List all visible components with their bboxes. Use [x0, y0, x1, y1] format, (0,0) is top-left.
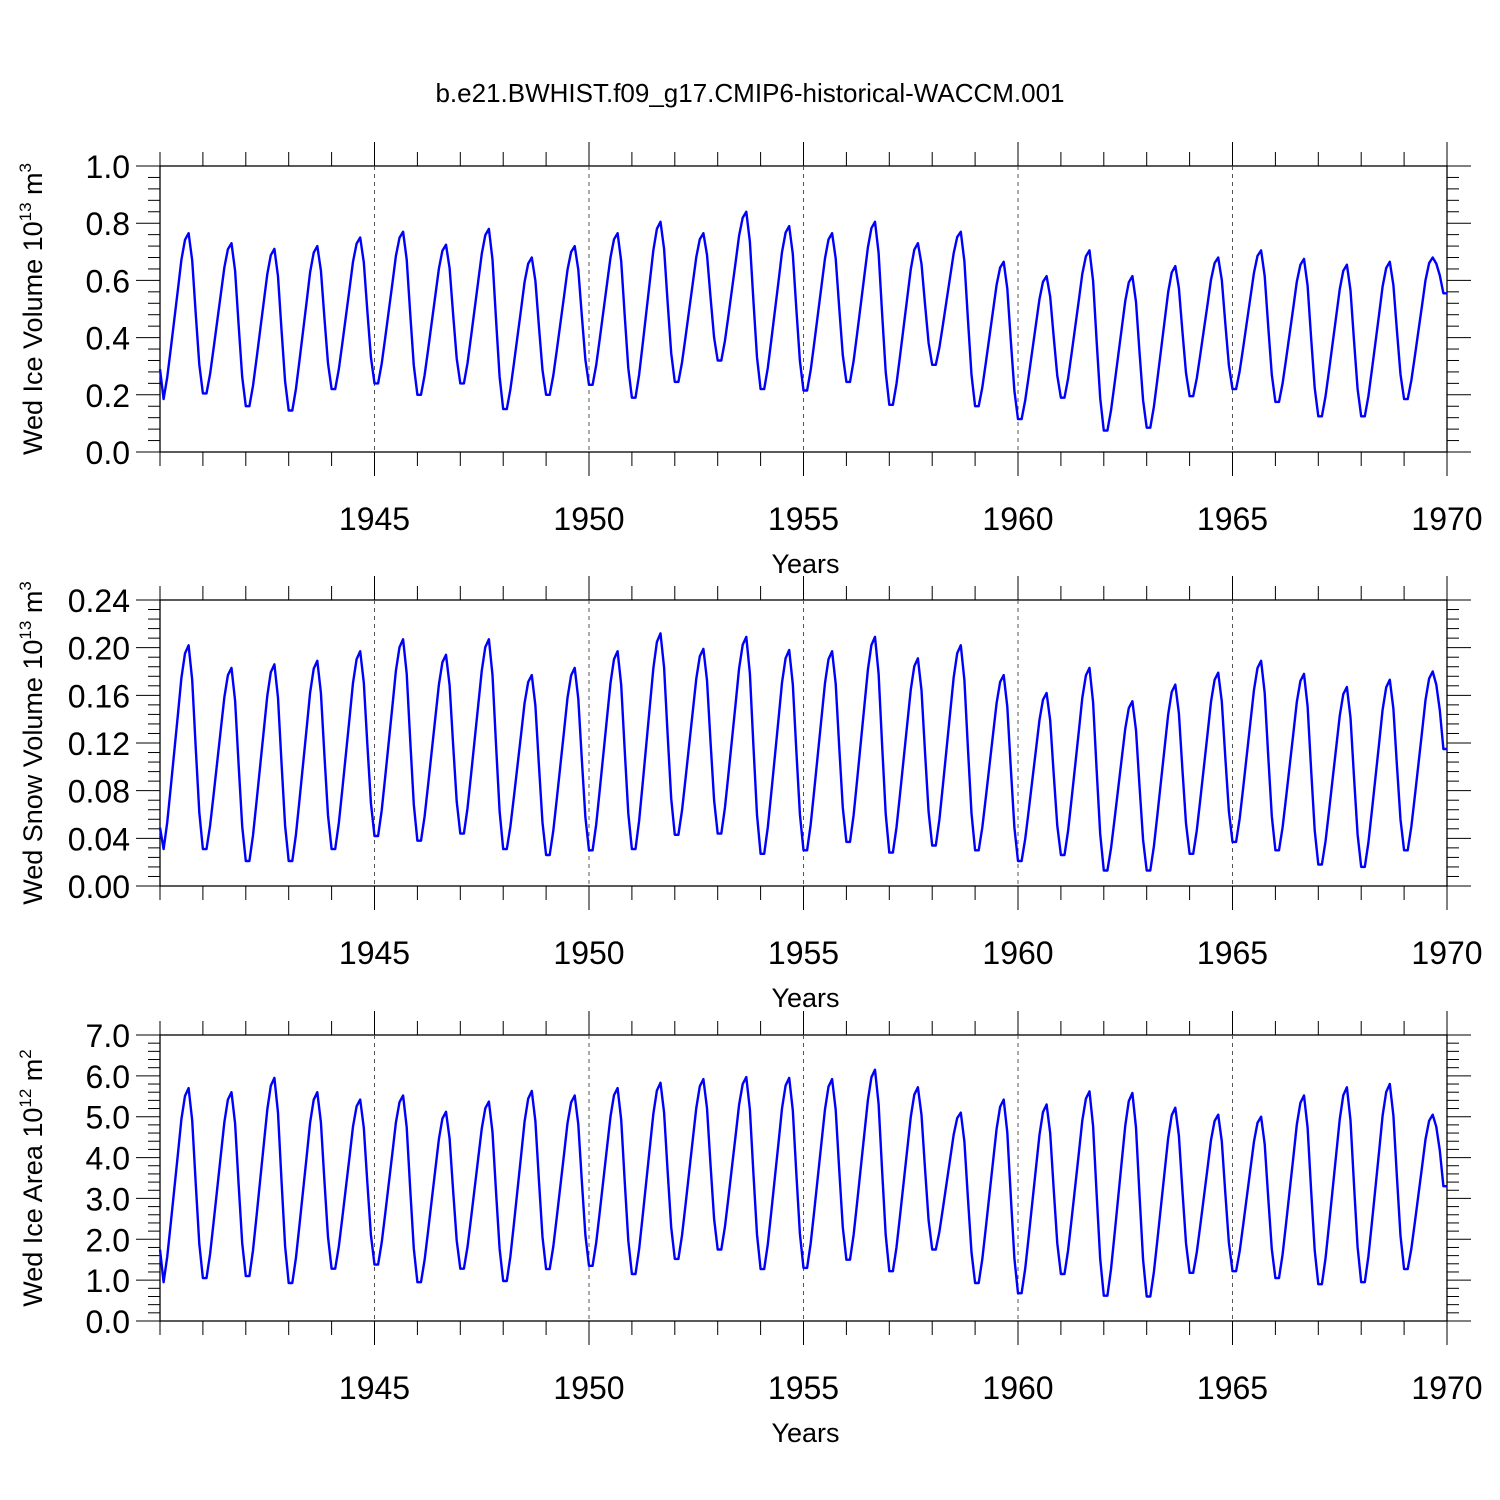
y-axis-label-unit-exponent: 2: [16, 1049, 35, 1058]
x-tick-label: 1960: [982, 935, 1053, 971]
chart-panels: 0.0 0.2 0.4 0.6 0.8 1.0 1945 1950 1955 1960 1965 19…: [16, 142, 1483, 1448]
y-tick-label: 0.0: [86, 435, 130, 471]
x-tick-label: 1960: [982, 1370, 1053, 1406]
y-tick-label: 3.0: [86, 1181, 130, 1217]
y-tick-label: 0.12: [68, 726, 130, 762]
y-tick-label: 0.00: [68, 869, 130, 905]
y-tick-label: 0.6: [86, 263, 130, 299]
y-axis-label-unit: m: [18, 1059, 48, 1089]
y-tick-label: 2.0: [86, 1222, 130, 1258]
series-line-ice-area: [158, 1068, 1447, 1298]
x-tick-label: 1965: [1197, 501, 1268, 537]
y-tick-label: 7.0: [86, 1018, 130, 1054]
x-axis-label: Years: [771, 1418, 839, 1448]
y-tick-label: 6.0: [86, 1059, 130, 1095]
y-axis-label-unit: m: [18, 172, 48, 202]
x-tick-label: 1950: [553, 501, 624, 537]
y-tick-label: 5.0: [86, 1100, 130, 1136]
x-tick-label: 1945: [339, 935, 410, 971]
x-tick-label: 1945: [339, 501, 410, 537]
y-axis-label-text: Wed Ice Volume 10: [18, 221, 48, 455]
series-line-snow-volume: [158, 632, 1447, 872]
x-tick-label: 1955: [768, 935, 839, 971]
y-tick-label: 0.4: [86, 321, 130, 357]
y-tick-label: 0.24: [68, 583, 130, 619]
y-tick-label: 1.0: [86, 149, 130, 185]
chart-panel-ice-area: 0.0 1.0 2.0 3.0 4.0 5.0 6.0 7.0 1945 1950 1955 1960…: [16, 1011, 1483, 1448]
chart-panel-snow-volume: 0.00 0.04 0.08 0.12 0.16 0.20 0.24 1945 1950 1955…: [16, 576, 1483, 1013]
x-tick-label: 1955: [768, 501, 839, 537]
y-axis-label-exponent: 13: [16, 621, 35, 640]
series-line-ice-volume: [158, 210, 1447, 432]
y-tick-label: 0.20: [68, 631, 130, 667]
y-tick-label: 0.16: [68, 678, 130, 714]
y-axis-label: Wed Snow Volume 1013 m3: [16, 581, 48, 905]
y-axis-label-unit-exponent: 3: [16, 163, 35, 172]
y-axis-label-text: Wed Ice Area 10: [18, 1108, 48, 1307]
y-axis-label-unit-exponent: 3: [16, 581, 35, 590]
y-tick-label: 0.8: [86, 206, 130, 242]
x-axis-label: Years: [771, 983, 839, 1013]
y-axis-label-exponent: 13: [16, 202, 35, 221]
x-tick-label: 1960: [982, 501, 1053, 537]
y-axis-label: Wed Ice Volume 1013 m3: [16, 163, 48, 455]
y-tick-label: 0.2: [86, 378, 130, 414]
y-tick-label: 1.0: [86, 1263, 130, 1299]
x-tick-label: 1950: [553, 1370, 624, 1406]
y-tick-label: 0.08: [68, 774, 130, 810]
x-tick-label: 1965: [1197, 1370, 1268, 1406]
x-tick-label: 1955: [768, 1370, 839, 1406]
x-tick-label: 1965: [1197, 935, 1268, 971]
x-tick-label: 1970: [1411, 1370, 1482, 1406]
y-axis-label-exponent: 12: [16, 1089, 35, 1108]
x-tick-label: 1945: [339, 1370, 410, 1406]
chart-panel-ice-volume: 0.0 0.2 0.4 0.6 0.8 1.0 1945 1950 1955 1960 1965 19…: [16, 142, 1483, 579]
y-axis-label-text: Wed Snow Volume 10: [18, 640, 48, 905]
x-axis-label: Years: [771, 549, 839, 579]
y-axis-label: Wed Ice Area 1012 m2: [16, 1049, 48, 1307]
x-tick-label: 1950: [553, 935, 624, 971]
y-tick-label: 4.0: [86, 1141, 130, 1177]
y-axis-label-unit: m: [18, 591, 48, 621]
x-tick-label: 1970: [1411, 935, 1482, 971]
y-tick-label: 0.04: [68, 821, 130, 857]
chart-title: b.e21.BWHIST.f09_g17.CMIP6-historical-WA…: [435, 78, 1064, 108]
x-tick-label: 1970: [1411, 501, 1482, 537]
y-tick-label: 0.0: [86, 1304, 130, 1340]
